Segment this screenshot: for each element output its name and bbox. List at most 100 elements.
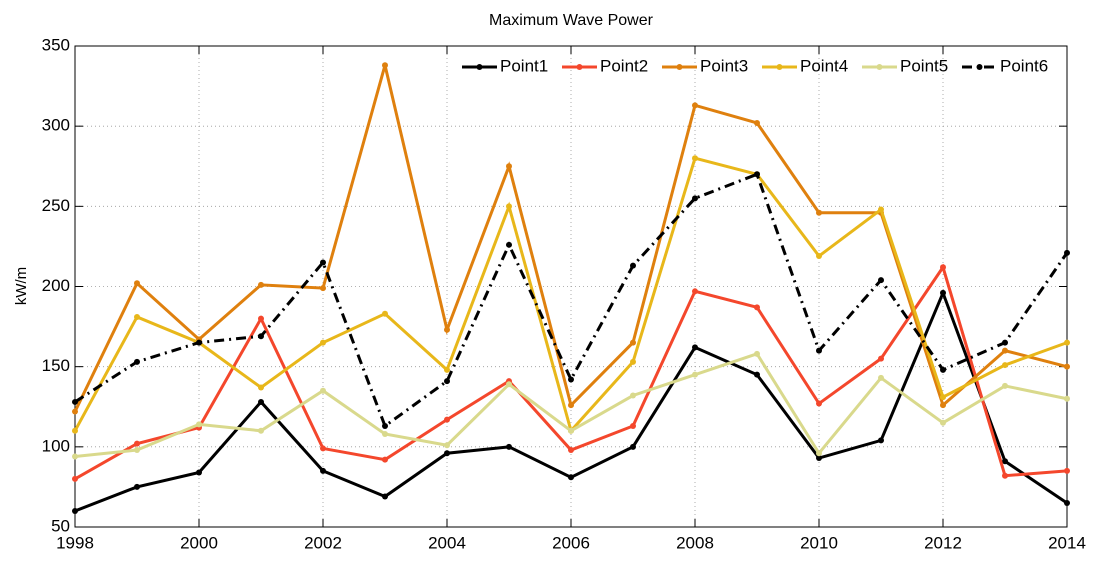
data-point — [134, 313, 140, 320]
data-point — [878, 374, 884, 381]
data-point — [320, 467, 326, 474]
data-point — [878, 206, 884, 213]
data-point — [630, 443, 636, 450]
data-point — [1064, 249, 1070, 256]
data-point — [382, 493, 388, 500]
data-point — [444, 378, 450, 385]
data-point — [692, 155, 698, 162]
data-point — [72, 453, 78, 460]
data-point — [940, 394, 946, 401]
data-point — [754, 304, 760, 311]
data-point — [506, 203, 512, 210]
legend-marker — [576, 64, 583, 70]
data-point — [630, 392, 636, 399]
legend-marker — [676, 64, 683, 70]
data-point — [444, 326, 450, 333]
data-point — [692, 195, 698, 202]
y-axis-label: kW/m — [13, 267, 30, 305]
data-point — [506, 241, 512, 248]
data-point — [134, 280, 140, 287]
data-point — [630, 422, 636, 429]
data-point — [630, 339, 636, 346]
data-point — [72, 408, 78, 415]
data-point — [940, 366, 946, 373]
data-point — [258, 384, 264, 391]
y-tick-label: 50 — [51, 516, 70, 535]
data-point — [258, 398, 264, 405]
data-point — [72, 398, 78, 405]
data-point — [196, 339, 202, 346]
data-point — [1002, 362, 1008, 369]
data-point — [506, 163, 512, 170]
data-point — [1064, 339, 1070, 346]
data-point — [568, 447, 574, 454]
data-point — [382, 431, 388, 438]
data-point — [320, 387, 326, 394]
y-tick-label: 200 — [42, 276, 70, 295]
data-point — [1002, 382, 1008, 389]
data-point — [258, 281, 264, 288]
data-point — [506, 381, 512, 388]
data-point — [320, 445, 326, 452]
data-point — [72, 475, 78, 482]
y-tick-label: 300 — [42, 116, 70, 135]
data-point — [444, 366, 450, 373]
x-tick-label: 2000 — [180, 533, 218, 552]
data-point — [816, 400, 822, 407]
data-point — [754, 371, 760, 378]
legend-marker — [476, 64, 483, 70]
data-point — [1064, 499, 1070, 506]
legend-label: Point4 — [800, 56, 848, 75]
data-point — [1064, 395, 1070, 402]
data-point — [630, 262, 636, 269]
data-point — [816, 209, 822, 216]
data-point — [134, 483, 140, 490]
data-point — [382, 62, 388, 69]
y-tick-label: 350 — [42, 35, 70, 54]
data-point — [816, 253, 822, 260]
data-point — [258, 333, 264, 340]
data-point — [816, 450, 822, 457]
y-tick-label: 250 — [42, 196, 70, 215]
legend-marker — [976, 64, 983, 70]
data-point — [1064, 467, 1070, 474]
data-point — [754, 171, 760, 178]
data-point — [72, 507, 78, 514]
legend-label: Point2 — [600, 56, 648, 75]
data-point — [630, 358, 636, 365]
legend-label: Point1 — [500, 56, 548, 75]
data-point — [754, 119, 760, 126]
legend-marker — [776, 64, 783, 70]
x-tick-label: 2014 — [1048, 533, 1086, 552]
x-tick-label: 1998 — [56, 533, 94, 552]
data-point — [816, 455, 822, 462]
data-point — [196, 421, 202, 428]
data-point — [692, 371, 698, 378]
data-point — [940, 289, 946, 296]
x-tick-label: 2004 — [428, 533, 466, 552]
data-point — [444, 416, 450, 423]
data-point — [568, 376, 574, 383]
data-point — [1002, 347, 1008, 354]
legend-marker — [876, 64, 883, 70]
data-point — [878, 437, 884, 444]
data-point — [568, 474, 574, 481]
series-line — [74, 172, 1069, 429]
data-point — [816, 347, 822, 354]
data-point — [382, 456, 388, 463]
data-point — [382, 310, 388, 317]
data-point — [878, 277, 884, 284]
legend-label: Point6 — [1000, 56, 1048, 75]
x-tick-label: 2006 — [552, 533, 590, 552]
plot-frame — [74, 45, 1068, 528]
data-point — [568, 402, 574, 409]
data-point — [692, 288, 698, 295]
x-tick-label: 2002 — [304, 533, 342, 552]
data-point — [940, 264, 946, 271]
x-tick-label: 2012 — [924, 533, 962, 552]
data-point — [1002, 458, 1008, 465]
data-point — [878, 355, 884, 362]
data-point — [134, 447, 140, 454]
data-point — [320, 339, 326, 346]
